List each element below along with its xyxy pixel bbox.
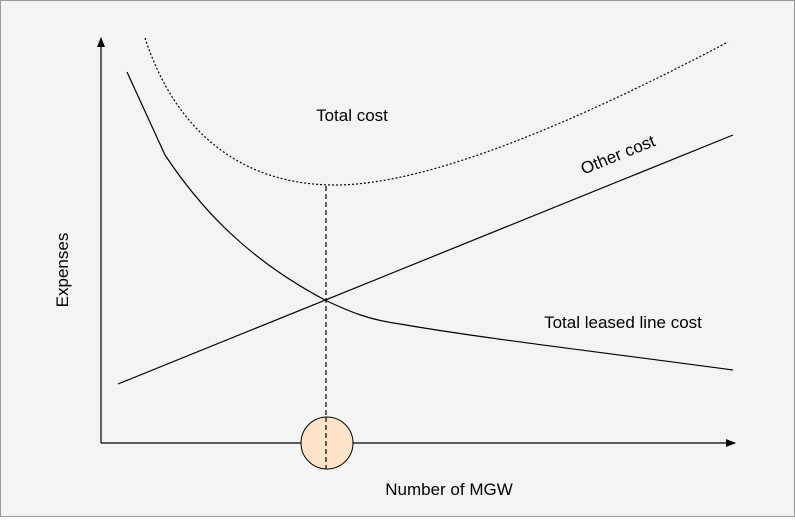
other-cost-line	[117, 134, 734, 385]
curve-label: Total cost	[316, 106, 388, 125]
y-axis-label: Expenses	[53, 233, 72, 308]
total-cost-curve	[144, 37, 729, 186]
optimum-marker	[300, 416, 354, 470]
leased-line-cost-curve	[126, 71, 734, 371]
curve-label: Total leased line cost	[544, 313, 702, 332]
x-axis-label: Number of MGW	[385, 480, 513, 499]
